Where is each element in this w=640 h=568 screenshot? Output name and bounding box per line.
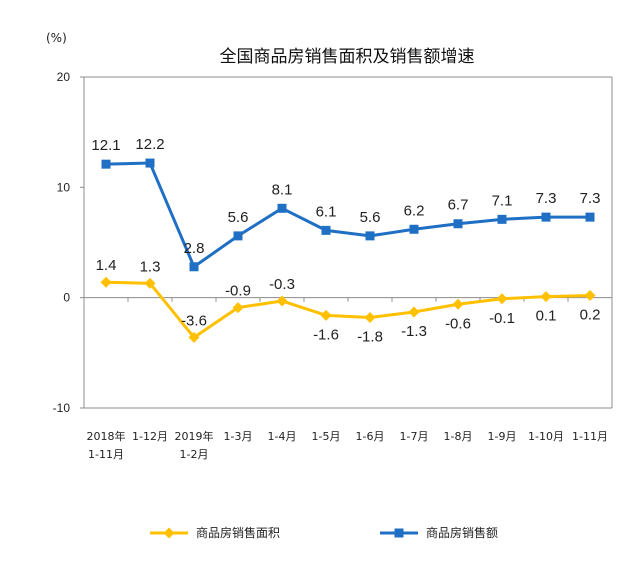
x-category-label: 1-11月 (88, 448, 124, 461)
data-label: -0.9 (225, 283, 251, 300)
series-layer: 1.4 1.3 -3.6 -0.9 -0.3 -1.6 -1.8 -1.3 -0.6 -0.1 0.… (91, 136, 600, 345)
data-point (276, 295, 288, 307)
x-category-label: 2019年 (175, 429, 214, 443)
data-point (321, 225, 331, 235)
data-point (452, 298, 464, 310)
series-sales: 12.1 12.2 2.8 5.6 8.1 6.1 5.6 6.2 6.7 7.1 7.3 7.3 (91, 136, 601, 272)
y-tick-label: 10 (57, 180, 71, 194)
series-line (105, 280, 591, 339)
y-tick-label: 20 (57, 70, 71, 84)
x-category-label: 1-10月 (528, 430, 564, 443)
x-category-label: 1-8月 (444, 430, 473, 443)
x-category-label: 1-3月 (224, 430, 253, 443)
data-point (408, 306, 420, 318)
x-category-label: 1-5月 (312, 430, 341, 443)
data-point (497, 214, 507, 224)
data-point (100, 276, 112, 288)
data-point (453, 219, 463, 229)
chart-title: 全国商品房销售面积及销售额增速 (220, 47, 475, 67)
x-category-label: 1-12月 (132, 430, 168, 443)
data-label: -1.8 (357, 329, 383, 346)
data-point (277, 203, 287, 213)
data-label: 8.1 (272, 181, 293, 198)
data-point (540, 291, 552, 303)
legend-item: 商品房销售面积 (150, 525, 280, 540)
data-point (101, 159, 111, 169)
data-point (409, 224, 419, 234)
axes: 20 10 0 -10 2018年 1-11月 1-12月 2019年 1-2月 1-3月 1-4月… (53, 70, 613, 461)
data-label: 12.1 (91, 137, 120, 154)
legend-swatch-marker (394, 528, 404, 538)
x-category-label: 2018年 (87, 429, 126, 443)
y-axis-unit-label: (%) (46, 31, 67, 45)
data-label: 5.6 (228, 209, 249, 226)
data-label: -1.6 (313, 326, 339, 343)
data-label: -0.3 (269, 276, 295, 293)
data-label: 5.6 (360, 209, 381, 226)
data-label: -0.1 (489, 310, 515, 327)
series-line (105, 161, 590, 269)
data-point (584, 289, 596, 301)
legend-label: 商品房销售面积 (196, 525, 280, 540)
data-point (585, 212, 595, 222)
data-label: 6.2 (404, 202, 425, 219)
data-point (189, 262, 199, 272)
series-area: 1.4 1.3 -3.6 -0.9 -0.3 -1.6 -1.8 -1.3 -0.6 -0.1 0.… (96, 257, 601, 345)
legend-swatch-marker (163, 527, 175, 539)
data-label: 0.1 (536, 308, 557, 325)
data-point (188, 331, 200, 343)
x-category-label: 1-7月 (400, 430, 429, 443)
data-point (365, 231, 375, 241)
x-category-label: 1-2月 (180, 448, 209, 461)
data-point (364, 312, 376, 324)
data-label: 7.3 (536, 190, 557, 207)
y-tick-label: -10 (53, 401, 71, 415)
data-label: 7.3 (580, 190, 601, 207)
data-point (496, 293, 508, 305)
data-label: -3.6 (181, 312, 207, 329)
data-point (541, 212, 551, 222)
legend: 商品房销售面积 商品房销售额 (150, 525, 498, 540)
x-category-label: 1-11月 (572, 430, 608, 443)
x-category-label: 1-9月 (488, 430, 517, 443)
data-label: -0.6 (445, 315, 471, 332)
data-label: -1.3 (401, 323, 427, 340)
data-label: 0.2 (580, 306, 601, 323)
data-label: 6.7 (448, 197, 469, 214)
data-point (233, 231, 243, 241)
data-point (320, 309, 332, 321)
legend-item: 商品房销售额 (380, 525, 498, 540)
data-label: 1.4 (96, 257, 117, 274)
x-category-label: 1-6月 (356, 430, 385, 443)
data-label: 2.8 (184, 240, 205, 257)
data-point (232, 302, 244, 314)
data-label: 6.1 (316, 203, 337, 220)
data-label: 12.2 (135, 136, 164, 153)
data-point (144, 277, 156, 289)
legend-label: 商品房销售额 (426, 525, 498, 540)
data-label: 1.3 (140, 258, 161, 275)
x-category-label: 1-4月 (268, 430, 297, 443)
data-point (145, 158, 155, 168)
y-tick-label: 0 (63, 291, 70, 305)
data-label: 7.1 (492, 192, 513, 209)
